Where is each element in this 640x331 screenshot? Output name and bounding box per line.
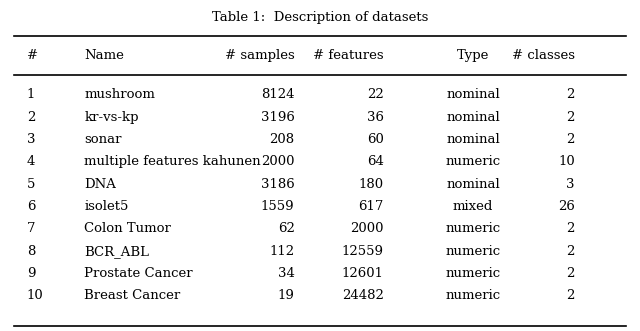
Text: sonar: sonar (84, 133, 122, 146)
Text: 2: 2 (566, 111, 575, 124)
Text: Type: Type (457, 49, 489, 62)
Text: nominal: nominal (446, 178, 500, 191)
Text: 12559: 12559 (342, 245, 384, 258)
Text: numeric: numeric (445, 267, 500, 280)
Text: 6: 6 (27, 200, 35, 213)
Text: 3: 3 (27, 133, 35, 146)
Text: numeric: numeric (445, 289, 500, 302)
Text: 2: 2 (566, 88, 575, 101)
Text: 3186: 3186 (260, 178, 294, 191)
Text: 208: 208 (269, 133, 294, 146)
Text: DNA: DNA (84, 178, 116, 191)
Text: 12601: 12601 (342, 267, 384, 280)
Text: #: # (27, 49, 38, 62)
Text: 180: 180 (358, 178, 384, 191)
Text: 4: 4 (27, 155, 35, 168)
Text: numeric: numeric (445, 245, 500, 258)
Text: kr-vs-kp: kr-vs-kp (84, 111, 139, 124)
Text: 10: 10 (27, 289, 44, 302)
Text: 60: 60 (367, 133, 384, 146)
Text: 2000: 2000 (350, 222, 384, 235)
Text: 2: 2 (566, 267, 575, 280)
Text: # classes: # classes (512, 49, 575, 62)
Text: 3: 3 (566, 178, 575, 191)
Text: 62: 62 (278, 222, 294, 235)
Text: Name: Name (84, 49, 124, 62)
Text: isolet5: isolet5 (84, 200, 129, 213)
Text: nominal: nominal (446, 133, 500, 146)
Text: Table 1:  Description of datasets: Table 1: Description of datasets (212, 11, 428, 24)
Text: 2: 2 (566, 289, 575, 302)
Text: 8124: 8124 (261, 88, 294, 101)
Text: # features: # features (313, 49, 384, 62)
Text: 2: 2 (566, 245, 575, 258)
Text: 10: 10 (558, 155, 575, 168)
Text: 36: 36 (367, 111, 384, 124)
Text: 9: 9 (27, 267, 35, 280)
Text: Prostate Cancer: Prostate Cancer (84, 267, 193, 280)
Text: nominal: nominal (446, 88, 500, 101)
Text: # samples: # samples (225, 49, 294, 62)
Text: Colon Tumor: Colon Tumor (84, 222, 171, 235)
Text: multiple features kahunen: multiple features kahunen (84, 155, 261, 168)
Text: Breast Cancer: Breast Cancer (84, 289, 180, 302)
Text: 3196: 3196 (260, 111, 294, 124)
Text: 7: 7 (27, 222, 35, 235)
Text: nominal: nominal (446, 111, 500, 124)
Text: 64: 64 (367, 155, 384, 168)
Text: 19: 19 (278, 289, 294, 302)
Text: numeric: numeric (445, 155, 500, 168)
Text: BCR_ABL: BCR_ABL (84, 245, 149, 258)
Text: 8: 8 (27, 245, 35, 258)
Text: 112: 112 (269, 245, 294, 258)
Text: numeric: numeric (445, 222, 500, 235)
Text: 2: 2 (27, 111, 35, 124)
Text: mushroom: mushroom (84, 88, 155, 101)
Text: 24482: 24482 (342, 289, 384, 302)
Text: 22: 22 (367, 88, 384, 101)
Text: 5: 5 (27, 178, 35, 191)
Text: 2: 2 (566, 222, 575, 235)
Text: 1: 1 (27, 88, 35, 101)
Text: 34: 34 (278, 267, 294, 280)
Text: 617: 617 (358, 200, 384, 213)
Text: 2: 2 (566, 133, 575, 146)
Text: 26: 26 (558, 200, 575, 213)
Text: mixed: mixed (452, 200, 493, 213)
Text: 1559: 1559 (261, 200, 294, 213)
Text: 2000: 2000 (261, 155, 294, 168)
